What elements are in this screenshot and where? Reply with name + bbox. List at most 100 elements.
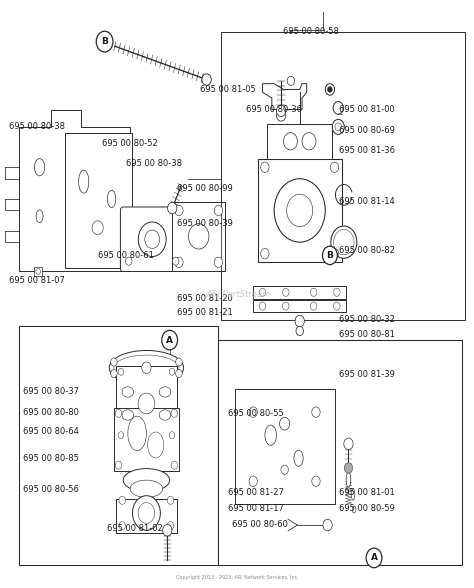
Text: A: A [166, 336, 173, 345]
Circle shape [163, 524, 172, 536]
Circle shape [175, 257, 183, 268]
Text: 695 00 80-69: 695 00 80-69 [339, 126, 395, 135]
Circle shape [310, 288, 317, 296]
Circle shape [312, 407, 320, 417]
Ellipse shape [108, 191, 116, 208]
Text: 695 00 80-36: 695 00 80-36 [246, 105, 302, 114]
Ellipse shape [147, 432, 164, 458]
Text: B: B [327, 251, 333, 260]
Text: 695 00 80-85: 695 00 80-85 [23, 454, 79, 463]
Circle shape [274, 179, 325, 242]
Circle shape [138, 393, 155, 414]
Text: 695 00 80-32: 695 00 80-32 [339, 315, 395, 325]
Circle shape [162, 330, 178, 350]
Text: 695 00 80-58: 695 00 80-58 [283, 27, 339, 36]
Text: A: A [371, 553, 377, 562]
Circle shape [334, 288, 340, 296]
Text: 695 00 81-21: 695 00 81-21 [177, 308, 232, 317]
Text: 695 00 81-39: 695 00 81-39 [339, 370, 395, 379]
Circle shape [281, 465, 288, 475]
Circle shape [259, 288, 266, 296]
FancyBboxPatch shape [120, 207, 184, 272]
Circle shape [189, 223, 209, 249]
Text: 695 00 80-55: 695 00 80-55 [228, 409, 283, 418]
Ellipse shape [159, 410, 171, 420]
Circle shape [261, 162, 269, 172]
Ellipse shape [123, 469, 170, 492]
Text: 695 00 80-52: 695 00 80-52 [102, 139, 158, 148]
Circle shape [334, 302, 340, 310]
Circle shape [142, 362, 151, 373]
Bar [258, 159, 341, 262]
Circle shape [323, 519, 332, 531]
Circle shape [295, 315, 304, 327]
Circle shape [283, 302, 289, 310]
Circle shape [322, 246, 337, 265]
Text: ARI PartStream: ARI PartStream [207, 290, 271, 299]
Text: 695 00 80-99: 695 00 80-99 [177, 184, 232, 193]
Text: 695 00 80-38: 695 00 80-38 [126, 159, 182, 168]
Circle shape [276, 109, 286, 121]
Bar [267, 124, 332, 159]
Circle shape [331, 226, 357, 258]
Text: 695 00 80-60: 695 00 80-60 [232, 520, 288, 529]
Circle shape [261, 249, 269, 259]
Circle shape [118, 432, 124, 439]
Text: 695 00 81-00: 695 00 81-00 [339, 105, 395, 114]
Circle shape [332, 119, 344, 135]
Ellipse shape [36, 210, 43, 222]
Circle shape [145, 230, 160, 249]
Bar [235, 389, 335, 505]
Text: 695 00 80-82: 695 00 80-82 [339, 246, 395, 255]
Circle shape [202, 74, 211, 85]
Ellipse shape [265, 425, 276, 445]
Text: 695 00 81-27: 695 00 81-27 [228, 488, 283, 497]
Text: 695 00 81-17: 695 00 81-17 [228, 505, 283, 513]
Text: 695 00 80-61: 695 00 80-61 [98, 251, 154, 260]
Bar [114, 407, 179, 471]
Bar [18, 326, 219, 565]
Circle shape [176, 358, 182, 366]
Circle shape [330, 162, 339, 172]
Circle shape [328, 86, 332, 92]
Circle shape [330, 249, 339, 259]
Circle shape [312, 476, 320, 486]
Circle shape [126, 257, 132, 265]
Circle shape [138, 222, 166, 256]
Text: 695 00 80-38: 695 00 80-38 [9, 122, 65, 131]
Circle shape [259, 302, 266, 310]
Circle shape [92, 221, 103, 235]
Bar [116, 366, 177, 441]
Text: 695 00 81-36: 695 00 81-36 [339, 146, 395, 155]
Circle shape [334, 229, 354, 255]
Bar [172, 202, 226, 271]
Bar [219, 340, 462, 565]
Circle shape [169, 432, 175, 439]
Circle shape [283, 133, 297, 150]
Text: 695 00 80-81: 695 00 80-81 [339, 330, 395, 339]
Text: 695 00 80-80: 695 00 80-80 [23, 407, 79, 417]
Circle shape [36, 269, 40, 275]
Circle shape [344, 463, 353, 473]
Ellipse shape [122, 387, 134, 397]
Circle shape [96, 31, 113, 52]
Text: 695 00 81-01: 695 00 81-01 [339, 488, 395, 497]
Circle shape [138, 503, 155, 523]
Text: 695 00 80-39: 695 00 80-39 [177, 219, 232, 228]
Text: 695 00 80-59: 695 00 80-59 [339, 505, 395, 513]
Circle shape [249, 476, 257, 486]
Circle shape [280, 417, 290, 430]
Text: 695 00 80-56: 695 00 80-56 [23, 486, 79, 495]
Circle shape [296, 326, 303, 336]
Bar [34, 268, 42, 276]
Circle shape [325, 83, 335, 95]
Circle shape [276, 105, 286, 116]
Ellipse shape [130, 480, 163, 497]
Circle shape [119, 522, 126, 530]
Circle shape [110, 358, 117, 366]
Circle shape [249, 407, 257, 417]
Circle shape [167, 496, 174, 505]
Bar [116, 499, 177, 533]
Ellipse shape [346, 472, 351, 487]
Circle shape [333, 102, 343, 114]
